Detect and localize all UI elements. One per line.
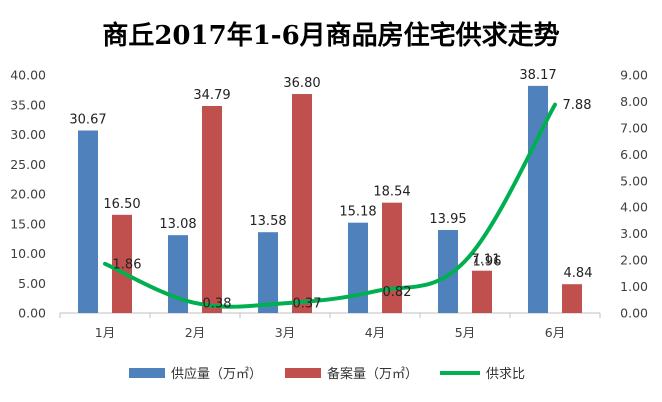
- x-tick-label: 1月: [95, 325, 115, 340]
- filing-bar: [292, 94, 312, 313]
- x-tick-label: 2月: [185, 325, 205, 340]
- filing-data-label: 34.79: [193, 88, 230, 103]
- data-labels: 30.67 13.08 13.58 15.18 13.95 38.17 16.50 34.79…: [69, 68, 592, 312]
- x-tick-label: 6月: [545, 325, 565, 340]
- chart-title: 商丘2017年1-6月商品房住宅供求走势: [102, 20, 559, 51]
- x-tick-label: 4月: [365, 325, 385, 340]
- y-left-tick-label: 5.00: [18, 276, 46, 291]
- supply-data-label: 13.08: [159, 217, 196, 232]
- y-left-tick-label: 0.00: [18, 306, 46, 321]
- supply-data-label: 15.18: [339, 205, 376, 220]
- y-left-tick-label: 15.00: [10, 216, 46, 231]
- y-left-tick-label: 25.00: [10, 157, 46, 172]
- y-right-tick-label: 6.00: [620, 147, 648, 162]
- y-right-tick-label: 3.00: [620, 226, 648, 241]
- bars: [78, 85, 582, 314]
- ratio-data-label: 7.88: [563, 98, 592, 113]
- filing-data-label: 4.84: [564, 266, 593, 281]
- y-left-tick-label: 40.00: [10, 68, 46, 83]
- y-right-tick-label: 8.00: [620, 94, 648, 109]
- axes: 1月 2月 3月 4月 5月 6月 0.00 5.00 10.00 15.00 20.00 25.00…: [10, 68, 648, 341]
- legend-label: 供求比: [486, 367, 525, 382]
- supply-data-label: 13.95: [429, 212, 466, 227]
- filing-bar: [112, 214, 132, 313]
- legend-label: 供应量（万㎡）: [171, 366, 262, 382]
- supply-bar: [258, 232, 278, 313]
- legend: 供应量（万㎡） 备案量（万㎡） 供求比: [129, 366, 525, 382]
- supply-bar: [78, 130, 98, 313]
- x-tick-label: 5月: [455, 325, 475, 340]
- supply-bar: [528, 85, 548, 314]
- supply-data-label: 13.58: [249, 214, 286, 229]
- ratio-data-label: 1.96: [473, 255, 502, 270]
- filing-bar: [562, 284, 582, 313]
- supply-bar: [438, 229, 458, 313]
- filing-data-label: 18.54: [373, 185, 410, 200]
- y-right-tick-label: 7.00: [620, 120, 648, 135]
- x-tick-label: 3月: [275, 325, 295, 340]
- filing-bar: [202, 105, 222, 313]
- y-right-tick-label: 0.00: [620, 306, 648, 321]
- filing-data-label: 7.11: [472, 253, 501, 268]
- supply-bar: [348, 222, 368, 313]
- ratio-line: [103, 102, 557, 309]
- supply-data-label: 30.67: [69, 113, 106, 128]
- filing-data-label: 36.80: [283, 76, 320, 91]
- y-right-tick-label: 9.00: [620, 68, 648, 83]
- y-left-tick-label: 10.00: [10, 246, 46, 261]
- supply-bar: [168, 235, 188, 313]
- legend-swatch: [285, 368, 321, 378]
- y-right-tick-label: 1.00: [620, 279, 648, 294]
- supply-demand-ratio-line: [103, 102, 557, 309]
- ratio-data-label: 0.37: [293, 297, 322, 312]
- y-right-tick-label: 5.00: [620, 173, 648, 188]
- filing-bar: [472, 270, 492, 313]
- legend-swatch: [129, 368, 165, 378]
- y-right-tick-label: 2.00: [620, 253, 648, 268]
- ratio-data-label: 0.38: [203, 296, 232, 311]
- legend-label: 备案量（万㎡）: [327, 366, 418, 382]
- filing-data-label: 16.50: [103, 197, 140, 212]
- filing-bar: [382, 202, 402, 313]
- y-left-tick-label: 30.00: [10, 127, 46, 142]
- supply-data-label: 38.17: [519, 68, 556, 83]
- y-right-tick-label: 4.00: [620, 200, 648, 215]
- ratio-data-label: 1.86: [113, 257, 142, 272]
- y-left-tick-label: 20.00: [10, 187, 46, 202]
- y-left-tick-label: 35.00: [10, 97, 46, 112]
- ratio-data-label: 0.82: [383, 285, 412, 300]
